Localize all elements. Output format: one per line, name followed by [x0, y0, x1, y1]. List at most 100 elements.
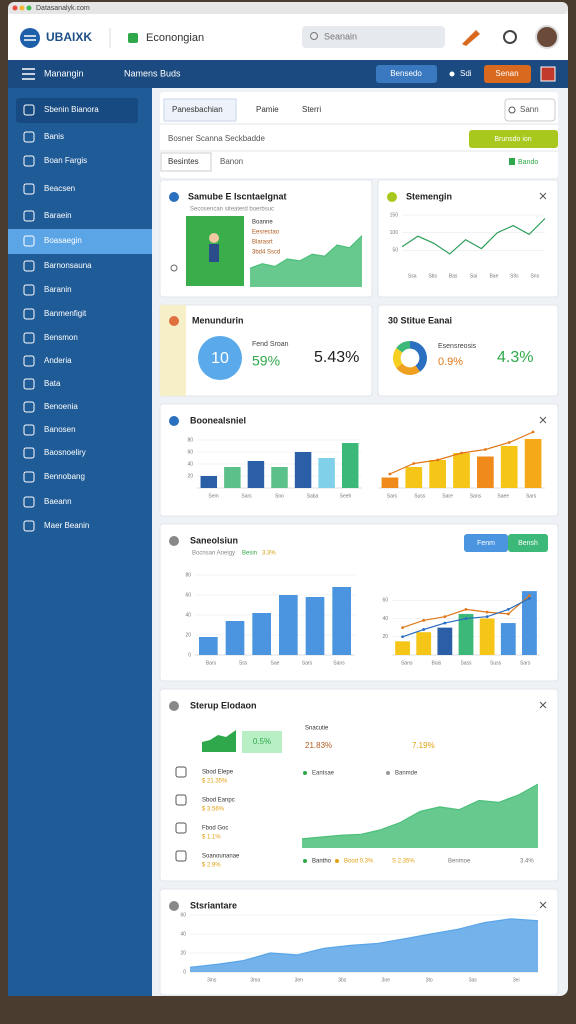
- badge-value: 0.5%: [253, 737, 271, 746]
- point: [528, 597, 531, 600]
- side-icon: [170, 264, 178, 272]
- line: [401, 218, 546, 255]
- sidebar-item[interactable]: Baeann: [44, 497, 72, 506]
- footer-stat: S 2.35%: [392, 859, 415, 865]
- button[interactable]: [508, 534, 548, 552]
- rocket-icon[interactable]: [462, 30, 480, 46]
- sidebar-item[interactable]: Banmenfigit: [44, 309, 87, 318]
- sidebar: [8, 88, 152, 996]
- point: [460, 451, 463, 455]
- sidebar-item[interactable]: Bata: [44, 379, 61, 388]
- point: [485, 615, 489, 619]
- bar: [305, 597, 325, 655]
- y-tick-label: 60: [382, 598, 388, 604]
- x-tick-label: Sars: [302, 660, 313, 666]
- detail: Blarasrt: [252, 240, 273, 246]
- sidebar-icon: [23, 155, 35, 167]
- y-tick-label: 0: [183, 969, 186, 975]
- bar: [224, 467, 241, 488]
- filter[interactable]: Banon: [220, 157, 243, 166]
- point: [422, 628, 426, 631]
- metric-total: 4.3%: [497, 349, 533, 366]
- button-label[interactable]: Fenm: [477, 540, 495, 547]
- bar: [341, 443, 359, 488]
- metric-label: Esensreosis: [438, 343, 477, 350]
- sidebar-item[interactable]: Boasaegin: [44, 236, 82, 245]
- badge: [198, 336, 242, 380]
- x-tick-label: Sai: [470, 273, 477, 279]
- tab[interactable]: Panesbachian: [172, 105, 223, 114]
- sidebar-item[interactable]: Sbenin Bianora: [44, 105, 99, 114]
- x-tick-label: Suss: [490, 660, 502, 666]
- workspace-icon: [128, 33, 138, 43]
- nav-button-label[interactable]: Senan: [495, 69, 518, 78]
- footer-stat: Bood 0.3%: [344, 859, 374, 865]
- action-label[interactable]: Brunsdo ion: [494, 136, 531, 143]
- close-icon: [539, 192, 547, 200]
- sidebar-item[interactable]: Beacsen: [44, 184, 75, 193]
- search-box[interactable]: [302, 26, 445, 48]
- action-button[interactable]: [469, 130, 558, 148]
- card-subtitle: Secosencan siteaterd boerbsuc: [190, 207, 274, 213]
- card-subtitle: Bocnsan Aneigy: [192, 551, 235, 557]
- sidebar-item[interactable]: Baraein: [44, 211, 72, 220]
- card: [377, 179, 559, 298]
- y-tick-label: 80: [185, 572, 191, 578]
- x-tick-label: Sars: [241, 493, 252, 499]
- sidebar-icon: [23, 471, 35, 483]
- close-icon: [539, 901, 547, 909]
- point: [531, 430, 535, 434]
- window-dot: [19, 5, 25, 11]
- sidebar-item[interactable]: Baranin: [44, 285, 72, 294]
- bar: [416, 632, 432, 655]
- button-label[interactable]: Bensh: [518, 540, 538, 547]
- tab[interactable]: Pamie: [256, 105, 279, 114]
- nav-button-label[interactable]: Bensedo: [390, 69, 422, 78]
- x-tick-label: Bais: [432, 660, 442, 666]
- point: [443, 621, 447, 625]
- area-line: [189, 918, 539, 968]
- x-tick-label: 3ne: [382, 977, 391, 983]
- nav-button[interactable]: [376, 65, 437, 83]
- toolbar-search[interactable]: [504, 98, 556, 122]
- close-icon: [539, 701, 547, 709]
- sidebar-item[interactable]: Bensmon: [44, 333, 78, 342]
- sidebar-item[interactable]: Barnonsauna: [44, 261, 92, 270]
- bar: [477, 456, 494, 488]
- sidebar-item[interactable]: Bennobang: [44, 472, 85, 481]
- x-tick-label: Sars: [526, 493, 537, 499]
- filter[interactable]: Besintes: [168, 157, 199, 166]
- workspace: Econongian: [146, 32, 204, 44]
- card-icon: [169, 416, 179, 426]
- tab[interactable]: Sterri: [302, 105, 321, 114]
- sidebar-icon: [23, 308, 35, 320]
- sidebar-item[interactable]: Banis: [44, 132, 64, 141]
- x-tick-label: Sbs: [428, 273, 437, 279]
- bar: [522, 591, 537, 655]
- x-tick-label: Saee: [497, 493, 509, 499]
- breadcrumb: Bosner Scanna Seckbadde: [168, 134, 266, 143]
- point: [422, 618, 426, 622]
- sidebar-item[interactable]: Boan Fargis: [44, 156, 87, 165]
- filter-active: [160, 152, 212, 172]
- point: [443, 615, 447, 619]
- sidebar-icon: [23, 401, 35, 413]
- sidebar-item[interactable]: Benoenia: [44, 402, 78, 411]
- x-tick-label: 3bs: [338, 977, 347, 983]
- button[interactable]: [464, 534, 508, 552]
- stat-value: 21.83%: [305, 741, 332, 750]
- bar: [225, 621, 245, 655]
- nav-link[interactable]: Sdi: [460, 69, 472, 78]
- sidebar-item[interactable]: Baosnoeliry: [44, 448, 86, 457]
- card-title: Samube E Iscntaelgnat: [188, 191, 287, 201]
- card-icon: [169, 316, 179, 326]
- nav-button[interactable]: [484, 65, 531, 83]
- y-tick-label: 20: [382, 634, 388, 640]
- sidebar-item[interactable]: Anderia: [44, 356, 72, 365]
- y-tick-label: 40: [180, 931, 186, 937]
- sidebar-item[interactable]: Maer Beanin: [44, 521, 89, 530]
- card-title: Boonealsniel: [190, 415, 246, 425]
- point: [464, 617, 468, 620]
- url: Datasanalyk.com: [36, 5, 90, 12]
- sidebar-item[interactable]: Banosen: [44, 425, 76, 434]
